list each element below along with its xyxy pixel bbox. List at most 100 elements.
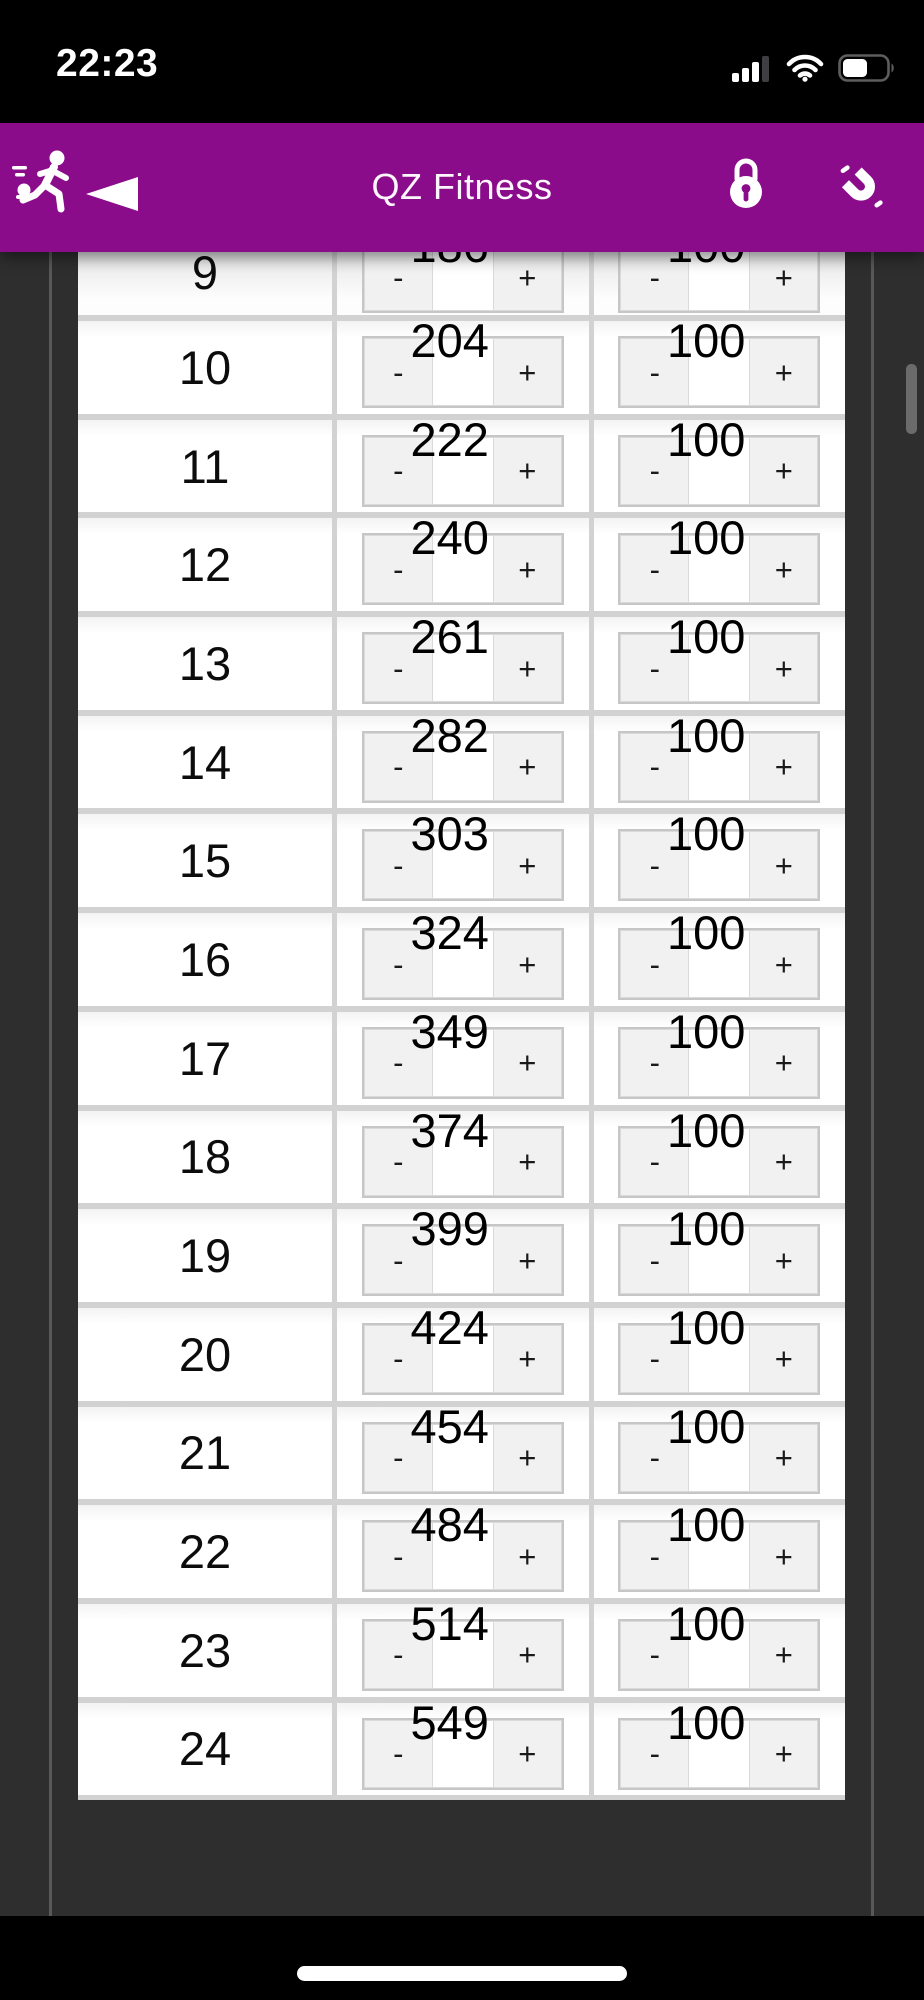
stepper-input-field[interactable] — [689, 1423, 750, 1492]
stepper-input-field[interactable] — [689, 252, 750, 311]
increment-button[interactable]: + — [492, 1423, 562, 1492]
decrement-button[interactable]: - — [620, 535, 690, 604]
increment-button[interactable]: + — [749, 1324, 819, 1393]
increment-button[interactable]: + — [749, 1127, 819, 1196]
decrement-button[interactable]: - — [363, 732, 433, 801]
decrement-button[interactable]: - — [363, 1719, 433, 1788]
decrement-button[interactable]: - — [363, 831, 433, 900]
increment-button[interactable]: + — [492, 732, 562, 801]
increment-button[interactable]: + — [492, 1226, 562, 1295]
increment-button[interactable]: + — [749, 436, 819, 505]
increment-button[interactable]: + — [492, 338, 562, 406]
stepper-input-field[interactable] — [689, 1522, 750, 1591]
decrement-button[interactable]: - — [363, 1127, 433, 1196]
stepper-input-field[interactable] — [689, 535, 750, 604]
decrement-button[interactable]: - — [620, 1127, 690, 1196]
increment-button[interactable]: + — [749, 930, 819, 999]
decrement-button[interactable]: - — [363, 338, 433, 406]
decrement-button[interactable]: - — [620, 1620, 690, 1689]
stepper-input-field[interactable] — [432, 1719, 493, 1788]
home-indicator[interactable] — [297, 1966, 627, 1981]
stepper-input-field[interactable] — [432, 1028, 493, 1097]
increment-button[interactable]: + — [749, 732, 819, 801]
decrement-button[interactable]: - — [363, 930, 433, 999]
decrement-button[interactable]: - — [620, 732, 690, 801]
increment-button[interactable]: + — [492, 1127, 562, 1196]
stepper-input-field[interactable] — [689, 1226, 750, 1295]
stepper-input-field[interactable] — [689, 1719, 750, 1788]
decrement-button[interactable]: - — [620, 338, 690, 406]
increment-button[interactable]: + — [749, 1226, 819, 1295]
stepper-input-field[interactable] — [689, 732, 750, 801]
stepper-input-field[interactable] — [432, 338, 493, 406]
decrement-button[interactable]: - — [363, 535, 433, 604]
stepper-input-field[interactable] — [432, 252, 493, 311]
decrement-button[interactable]: - — [363, 634, 433, 703]
increment-button[interactable]: + — [749, 831, 819, 900]
decrement-button[interactable]: - — [363, 436, 433, 505]
stepper-input-field[interactable] — [689, 634, 750, 703]
decrement-button[interactable]: - — [363, 1522, 433, 1591]
stepper-input-field[interactable] — [432, 436, 493, 505]
increment-button[interactable]: + — [492, 1719, 562, 1788]
increment-button[interactable]: + — [749, 634, 819, 703]
decrement-button[interactable]: - — [620, 1324, 690, 1393]
increment-button[interactable]: + — [492, 1522, 562, 1591]
decrement-button[interactable]: - — [620, 634, 690, 703]
stepper-input-field[interactable] — [432, 535, 493, 604]
decrement-button[interactable]: - — [620, 1226, 690, 1295]
stepper-input-field[interactable] — [689, 338, 750, 406]
increment-button[interactable]: + — [492, 831, 562, 900]
magnet-button[interactable] — [834, 159, 888, 213]
stepper-input-field[interactable] — [432, 1423, 493, 1492]
increment-button[interactable]: + — [749, 1522, 819, 1591]
stepper-input-field[interactable] — [432, 1127, 493, 1196]
increment-button[interactable]: + — [749, 1719, 819, 1788]
stepper-input-field[interactable] — [689, 436, 750, 505]
decrement-button[interactable]: - — [363, 1423, 433, 1492]
increment-button[interactable]: + — [492, 1620, 562, 1689]
increment-button[interactable]: + — [492, 535, 562, 604]
stepper-input-field[interactable] — [432, 1324, 493, 1393]
stepper-input-field[interactable] — [689, 1324, 750, 1393]
decrement-button[interactable]: - — [620, 1522, 690, 1591]
decrement-button[interactable]: - — [363, 1226, 433, 1295]
increment-button[interactable]: + — [492, 436, 562, 505]
increment-button[interactable]: + — [492, 252, 562, 311]
decrement-button[interactable]: - — [363, 1028, 433, 1097]
increment-button[interactable]: + — [492, 1324, 562, 1393]
increment-button[interactable]: + — [749, 1028, 819, 1097]
increment-button[interactable]: + — [749, 1423, 819, 1492]
stepper-input-field[interactable] — [432, 732, 493, 801]
stepper-input-field[interactable] — [432, 930, 493, 999]
stepper-input-field[interactable] — [689, 1028, 750, 1097]
increment-button[interactable]: + — [749, 252, 819, 311]
stepper-input-field[interactable] — [432, 634, 493, 703]
increment-button[interactable]: + — [749, 535, 819, 604]
decrement-button[interactable]: - — [363, 252, 433, 311]
increment-button[interactable]: + — [492, 1028, 562, 1097]
decrement-button[interactable]: - — [363, 1324, 433, 1393]
decrement-button[interactable]: - — [620, 252, 690, 311]
increment-button[interactable]: + — [749, 1620, 819, 1689]
lock-button[interactable] — [724, 155, 768, 211]
stepper-input-field[interactable] — [432, 831, 493, 900]
decrement-button[interactable]: - — [620, 831, 690, 900]
increment-button[interactable]: + — [492, 634, 562, 703]
decrement-button[interactable]: - — [363, 1620, 433, 1689]
decrement-button[interactable]: - — [620, 436, 690, 505]
stepper-input-field[interactable] — [432, 1522, 493, 1591]
scrollbar-thumb[interactable] — [906, 364, 917, 434]
decrement-button[interactable]: - — [620, 930, 690, 999]
stepper-input-field[interactable] — [689, 1127, 750, 1196]
increment-button[interactable]: + — [492, 930, 562, 999]
stepper-input-field[interactable] — [689, 1620, 750, 1689]
stepper-input-field[interactable] — [689, 831, 750, 900]
back-button[interactable] — [86, 177, 138, 211]
stepper-input-field[interactable] — [432, 1226, 493, 1295]
decrement-button[interactable]: - — [620, 1719, 690, 1788]
decrement-button[interactable]: - — [620, 1028, 690, 1097]
stepper-input-field[interactable] — [432, 1620, 493, 1689]
stepper-input-field[interactable] — [689, 930, 750, 999]
decrement-button[interactable]: - — [620, 1423, 690, 1492]
